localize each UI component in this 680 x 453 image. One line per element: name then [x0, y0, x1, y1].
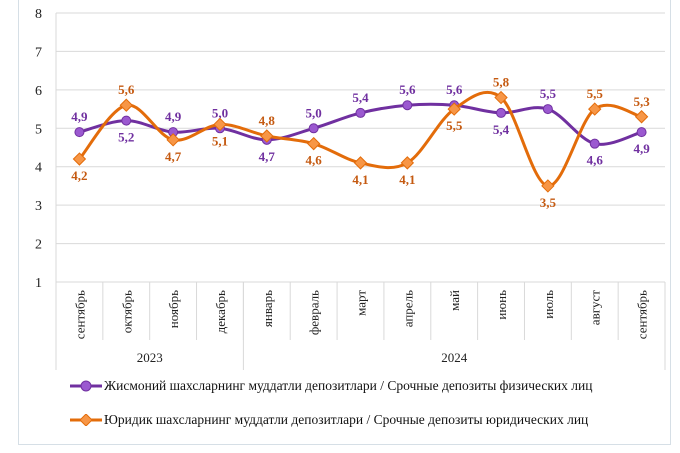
data-label: 4,7	[259, 149, 276, 164]
data-label: 5,1	[212, 133, 228, 148]
x-tick-label: апрель	[400, 290, 415, 327]
y-tick-label: 1	[35, 276, 42, 291]
x-tick-label: октябрь	[119, 290, 134, 333]
data-point-diamond	[119, 98, 133, 112]
x-tick-label: декабрь	[213, 290, 228, 333]
data-point-diamond	[72, 152, 87, 166]
data-point-circle	[542, 104, 553, 115]
x-tick-label: сентябрь	[635, 290, 650, 339]
data-label: 4,6	[587, 153, 604, 168]
data-label: 4,9	[165, 109, 182, 124]
data-point-diamond	[494, 90, 508, 105]
data-label: 4,1	[352, 172, 368, 187]
data-label: 3,5	[540, 195, 557, 210]
data-label: 4,7	[165, 149, 182, 164]
data-point-diamond	[166, 133, 180, 147]
data-label: 5,5	[446, 118, 463, 133]
y-tick-label: 8	[35, 7, 42, 22]
data-label: 5,4	[493, 122, 510, 137]
data-label: 5,6	[118, 82, 135, 97]
data-point-diamond	[213, 117, 227, 132]
y-tick-label: 7	[35, 45, 42, 60]
data-label: 5,6	[446, 82, 463, 97]
data-label: 5,3	[633, 94, 650, 109]
data-label: 4,8	[259, 113, 276, 128]
y-tick-label: 4	[35, 161, 42, 176]
data-label: 4,2	[71, 168, 87, 183]
year-label: 2023	[137, 350, 163, 365]
x-tick-label: июнь	[494, 290, 509, 320]
data-point-circle	[496, 107, 507, 118]
data-label: 5,5	[540, 86, 557, 101]
data-point-circle	[355, 107, 366, 118]
data-point-diamond	[306, 136, 321, 151]
x-tick-label: сентябрь	[72, 290, 87, 339]
data-label: 5,6	[399, 82, 416, 97]
data-point-diamond	[634, 110, 649, 124]
y-tick-label: 6	[35, 84, 42, 99]
legend-label: Жисмоний шахсларнинг муддатли депозитлар…	[104, 378, 593, 393]
data-point-diamond	[400, 156, 415, 170]
x-tick-label: май	[447, 290, 462, 311]
x-tick-label: август	[588, 290, 603, 326]
legend-item-legal-entities: Юридик шахсларнинг муддатли депозитлари …	[70, 412, 588, 428]
data-point-circle	[308, 123, 319, 134]
y-tick-label: 5	[35, 122, 42, 137]
legend-item-individuals: Жисмоний шахсларнинг муддатли депозитлар…	[70, 378, 592, 394]
data-point-circle	[402, 100, 413, 111]
data-point-diamond	[353, 156, 368, 170]
x-tick-label: март	[354, 290, 369, 316]
data-point-diamond	[541, 179, 555, 193]
y-tick-label: 3	[35, 199, 42, 214]
data-label: 5,0	[306, 105, 322, 120]
data-point-diamond	[260, 129, 274, 143]
data-label: 4,1	[399, 172, 415, 187]
data-label: 5,0	[212, 105, 228, 120]
x-tick-label: январь	[260, 290, 275, 327]
data-point-diamond	[447, 102, 461, 116]
year-label: 2024	[441, 350, 468, 365]
data-label: 4,9	[633, 141, 650, 156]
x-tick-label: июль	[541, 290, 556, 319]
chart-frame	[18, 0, 671, 445]
y-tick-label: 2	[35, 238, 42, 253]
data-label: 4,9	[71, 109, 88, 124]
data-label: 5,8	[493, 75, 510, 90]
data-point-circle	[121, 115, 132, 126]
data-label: 5,4	[352, 90, 369, 105]
legend-diamond-marker-icon	[70, 414, 102, 426]
legend-circle-marker-icon	[70, 380, 102, 392]
data-point-circle	[589, 138, 600, 149]
data-point-diamond	[588, 102, 602, 116]
data-label: 5,5	[587, 86, 604, 101]
legend-label: Юридик шахсларнинг муддатли депозитлари …	[104, 412, 589, 427]
data-point-circle	[74, 127, 85, 138]
data-point-circle	[636, 127, 647, 138]
x-tick-label: ноябрь	[166, 290, 181, 328]
data-label: 5,2	[118, 130, 134, 145]
x-tick-label: февраль	[307, 290, 322, 335]
data-label: 4,6	[306, 153, 323, 168]
